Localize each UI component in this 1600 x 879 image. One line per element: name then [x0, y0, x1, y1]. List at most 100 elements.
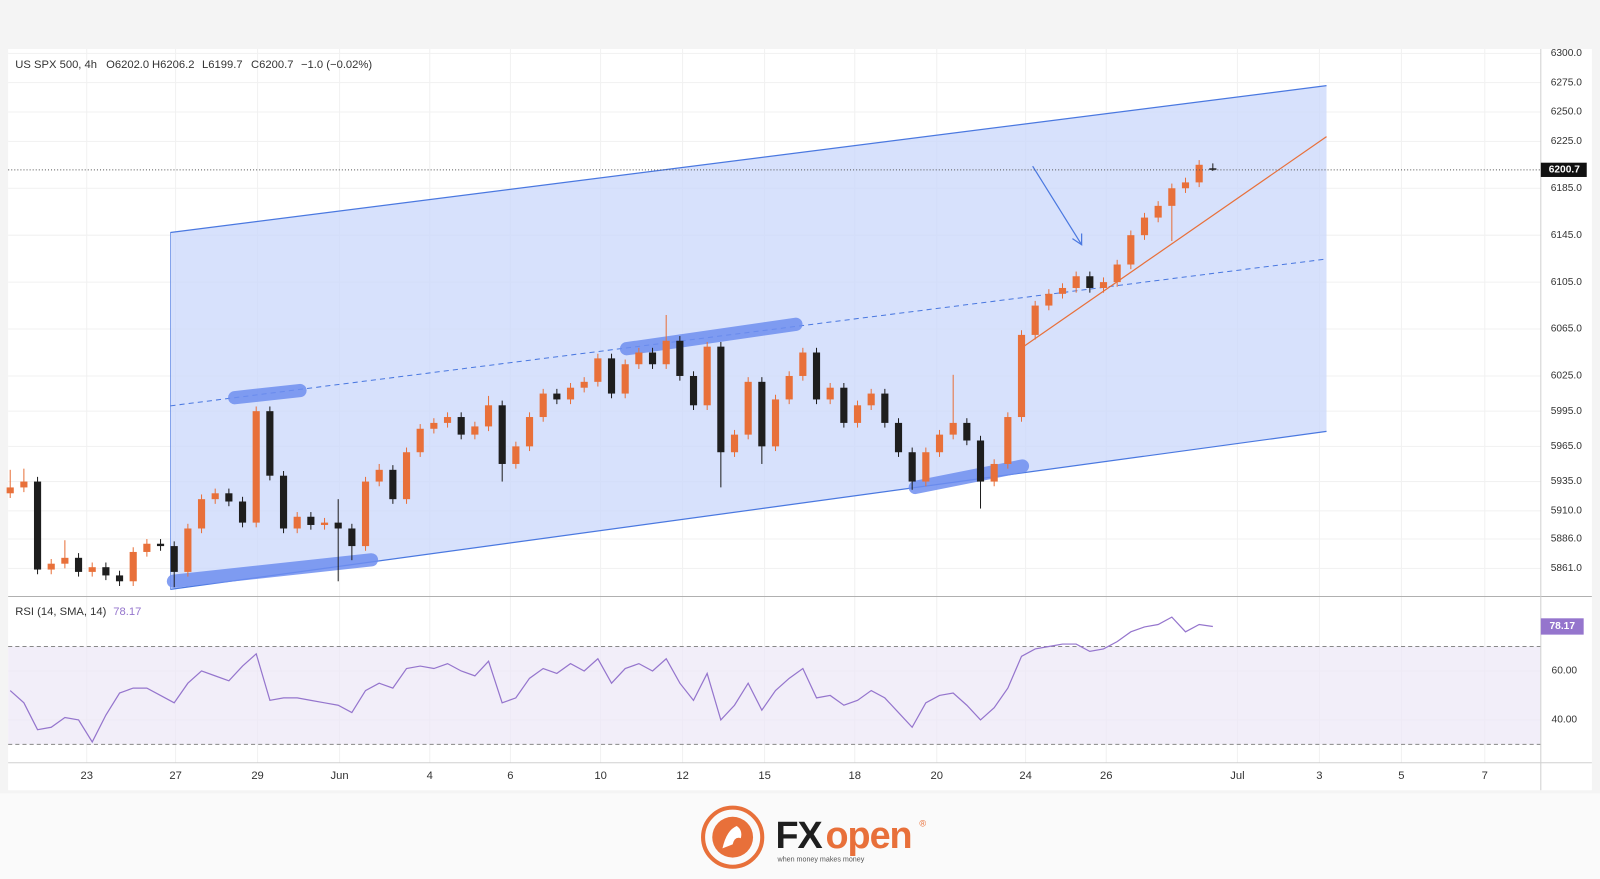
candle-body	[6, 487, 14, 494]
y-tick-label: 6275.0	[1551, 77, 1583, 88]
candle-body	[1072, 276, 1080, 288]
candle-body	[20, 481, 28, 488]
highlight	[619, 317, 803, 356]
candle-body	[238, 501, 247, 523]
y-tick-label: 5861.0	[1551, 563, 1583, 574]
logo: FX open ® when money makes money	[701, 805, 926, 869]
candle-body	[457, 417, 465, 435]
candle-body	[717, 346, 725, 453]
candle-body	[812, 352, 821, 400]
candle-body	[744, 381, 752, 435]
highlight	[228, 383, 307, 405]
ohlc-low: L6199.7	[202, 59, 243, 71]
rsi-line	[9, 616, 1213, 744]
candle-body	[949, 422, 957, 435]
logo-ring	[701, 805, 765, 869]
ohlc-open: O6202.0	[106, 59, 149, 71]
candle-body	[594, 358, 602, 382]
candle-body	[635, 352, 643, 365]
change: −1.0 (−0.02%)	[301, 59, 372, 71]
logo-tagline: when money makes money	[777, 856, 865, 864]
x-tick-label: 15	[758, 770, 770, 782]
x-tick-label: 7	[1482, 770, 1488, 782]
y-tick-label: 5995.0	[1551, 406, 1583, 417]
candle-body	[33, 481, 42, 570]
last-price-label: 6200.7	[1549, 165, 1581, 176]
candle-body	[689, 375, 698, 406]
candle-body	[894, 422, 903, 453]
candle-body	[976, 440, 985, 482]
candle-body	[320, 522, 329, 525]
candle-body	[197, 499, 206, 529]
candle-body	[771, 399, 780, 447]
y-tick-label: 6300.0	[1551, 48, 1583, 59]
rsi-tick-label: 60.00	[1552, 666, 1578, 677]
candle-body	[443, 417, 452, 423]
x-tick-label: 10	[594, 770, 606, 782]
candle-body	[307, 516, 315, 525]
logo-fx: FX	[776, 814, 823, 856]
candle-body	[1086, 276, 1094, 288]
arrow-head	[1072, 233, 1083, 246]
candle-body	[881, 393, 889, 423]
candle-body	[361, 481, 370, 547]
candle-body	[498, 405, 506, 464]
ohlc-close: C6200.7	[251, 59, 293, 71]
candle-body	[1127, 235, 1135, 265]
candle-body	[1058, 287, 1067, 294]
highlight	[908, 459, 1030, 495]
candle-body	[799, 352, 807, 376]
candle-body	[102, 567, 110, 576]
candle-body	[61, 557, 69, 564]
rsi-title: RSI (14, SMA, 14)	[15, 606, 106, 618]
candle-body	[252, 411, 260, 523]
y-tick-label: 6145.0	[1551, 230, 1583, 241]
x-tick-label: 4	[427, 770, 433, 782]
x-tick-label: 5	[1398, 770, 1404, 782]
x-tick-label: 27	[169, 770, 181, 782]
candle-body	[990, 463, 998, 482]
candle-body	[785, 375, 793, 400]
candle-body	[430, 422, 438, 429]
y-tick-label: 6225.0	[1551, 136, 1583, 147]
last-price-box	[1540, 162, 1587, 177]
x-tick-label: 23	[80, 770, 92, 782]
x-tick-label: 29	[251, 770, 263, 782]
candle-body	[1031, 305, 1039, 335]
ohlc-high: H6206.2	[152, 59, 194, 71]
candle-body	[1045, 293, 1053, 306]
candle-body	[730, 434, 739, 453]
candle-body	[1099, 282, 1108, 288]
candle-body	[211, 493, 219, 500]
candle-body	[853, 405, 862, 423]
channel-upper	[170, 85, 1327, 234]
candle-body	[484, 405, 493, 427]
candle-body	[512, 446, 520, 464]
y-tick-label: 5935.0	[1551, 476, 1583, 487]
arrow	[1032, 165, 1083, 246]
x-tick-label: 12	[676, 770, 688, 782]
candle-body	[1168, 188, 1176, 206]
footer	[0, 793, 1600, 879]
x-tick-label: 3	[1316, 770, 1322, 782]
x-tick-label: Jul	[1230, 770, 1244, 782]
rsi-tick-label: 40.00	[1552, 715, 1578, 726]
x-tick-label: 6	[507, 770, 513, 782]
candle-body	[1017, 334, 1026, 418]
candle-body	[826, 387, 834, 400]
candle-body	[170, 546, 178, 572]
candle-body	[402, 452, 411, 500]
y-tick-label: 6105.0	[1551, 277, 1583, 288]
candle-body	[867, 393, 875, 406]
candle-body	[1004, 417, 1012, 464]
candle-body	[648, 352, 657, 365]
candle-body	[74, 557, 83, 572]
candle-body	[553, 393, 561, 400]
candle-body	[129, 551, 137, 582]
y-tick-label: 5910.0	[1551, 506, 1583, 517]
candle-body	[566, 387, 575, 400]
rsi-last-label: 78.17	[1549, 621, 1575, 632]
marks	[6, 160, 1217, 588]
candle-body	[963, 422, 971, 441]
